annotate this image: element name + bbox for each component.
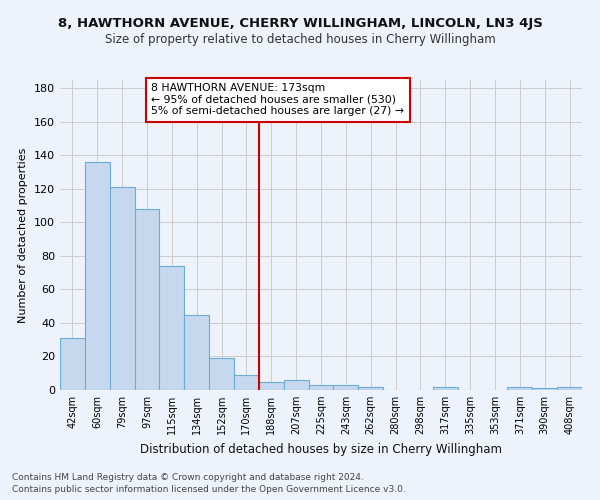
Bar — [60, 338, 85, 390]
Bar — [508, 386, 532, 390]
Bar — [234, 375, 259, 390]
Text: 8, HAWTHORN AVENUE, CHERRY WILLINGHAM, LINCOLN, LN3 4JS: 8, HAWTHORN AVENUE, CHERRY WILLINGHAM, L… — [58, 18, 542, 30]
Bar — [209, 358, 234, 390]
Bar — [160, 266, 184, 390]
Bar — [284, 380, 308, 390]
Y-axis label: Number of detached properties: Number of detached properties — [19, 148, 28, 322]
Text: Contains HM Land Registry data © Crown copyright and database right 2024.: Contains HM Land Registry data © Crown c… — [12, 472, 364, 482]
Bar — [532, 388, 557, 390]
Bar — [358, 386, 383, 390]
Bar — [85, 162, 110, 390]
Text: Distribution of detached houses by size in Cherry Willingham: Distribution of detached houses by size … — [140, 442, 502, 456]
Bar — [184, 314, 209, 390]
Bar — [259, 382, 284, 390]
Bar — [334, 385, 358, 390]
Bar — [110, 187, 134, 390]
Text: 8 HAWTHORN AVENUE: 173sqm
← 95% of detached houses are smaller (530)
5% of semi-: 8 HAWTHORN AVENUE: 173sqm ← 95% of detac… — [151, 83, 404, 116]
Bar — [134, 209, 160, 390]
Bar — [308, 385, 334, 390]
Bar — [557, 386, 582, 390]
Text: Contains public sector information licensed under the Open Government Licence v3: Contains public sector information licen… — [12, 485, 406, 494]
Bar — [433, 386, 458, 390]
Text: Size of property relative to detached houses in Cherry Willingham: Size of property relative to detached ho… — [104, 32, 496, 46]
